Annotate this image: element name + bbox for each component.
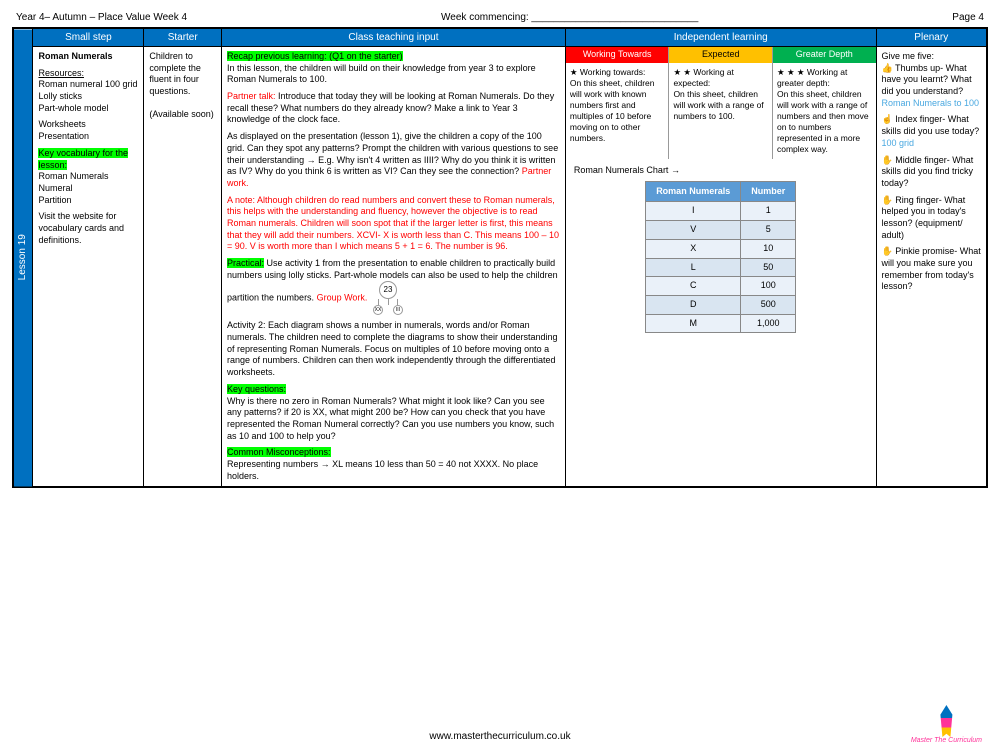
- table-row: M1,000: [646, 314, 796, 333]
- small-step-cell: Roman Numerals Resources:Roman numeral 1…: [33, 47, 144, 488]
- gd-body: ★ ★ ★ Working at greater depth: On this …: [773, 63, 876, 159]
- table-row: X10: [646, 239, 796, 258]
- roman-numerals-table: Roman NumeralsNumber I1 V5 X10 L50 C100 …: [645, 181, 796, 334]
- practical-heading: Practical:: [227, 258, 264, 268]
- resources-list-2: Worksheets Presentation: [38, 119, 138, 142]
- page-header: Year 4– Autumn – Place Value Week 4 Week…: [12, 10, 988, 25]
- lesson-table: Lesson 19 Small step Starter Class teach…: [12, 27, 988, 488]
- misconceptions-heading: Common Misconceptions:: [227, 447, 331, 457]
- independent-cell: Working Towards★ Working towards: On thi…: [565, 47, 876, 488]
- gd-header: Greater Depth: [773, 47, 876, 63]
- ex-body: ★ ★ Working at expected: On this sheet, …: [669, 63, 772, 126]
- key-questions-text: Why is there no zero in Roman Numerals? …: [227, 396, 554, 441]
- starter-cell: Children to complete the fluent in four …: [144, 47, 222, 488]
- col-plenary: Plenary: [876, 28, 987, 47]
- table-row: C100: [646, 277, 796, 296]
- brand-text: Master The Curriculum: [911, 737, 982, 744]
- misconceptions-text: Representing numbers → XL means 10 less …: [227, 459, 538, 481]
- para1-text: As displayed on the presentation (lesson…: [227, 131, 558, 176]
- group-work-label: Group Work.: [317, 293, 368, 303]
- note-text: A note: Although children do read number…: [227, 195, 560, 253]
- brand-logo: Master The Curriculum: [911, 705, 982, 744]
- topic-title: Roman Numerals: [38, 51, 112, 61]
- header-mid: Week commencing: _______________________…: [441, 12, 698, 23]
- activity2-text: Activity 2: Each diagram shows a number …: [227, 320, 560, 378]
- website-note: Visit the website for vocabulary cards a…: [38, 211, 138, 246]
- table-row: D500: [646, 295, 796, 314]
- header-right: Page 4: [952, 12, 984, 23]
- lesson-plan-page: Year 4– Autumn – Place Value Week 4 Week…: [0, 0, 1000, 498]
- feather-icon: [936, 705, 956, 737]
- thumbs-answer: Roman Numerals to 100: [882, 98, 980, 108]
- col-input: Class teaching input: [222, 28, 566, 47]
- plenary-cell: Give me five: 👍 Thumbs up- What have you…: [876, 47, 987, 488]
- recap-heading: Recap previous learning: (Q1 on the star…: [227, 51, 403, 61]
- wt-header: Working Towards: [566, 47, 669, 63]
- col-starter: Starter: [144, 28, 222, 47]
- index-finger: ☝ Index finger- What skills did you use …: [882, 114, 980, 136]
- input-cell: Recap previous learning: (Q1 on the star…: [222, 47, 566, 488]
- rn-th2: Number: [741, 181, 796, 202]
- index-answer: 100 grid: [882, 138, 915, 148]
- middle-finger: ✋ Middle finger- What skills did you fin…: [882, 155, 981, 190]
- table-row: L50: [646, 258, 796, 277]
- header-left: Year 4– Autumn – Place Value Week 4: [16, 12, 187, 23]
- key-vocab-heading: Key vocabulary for the lesson:: [38, 148, 128, 170]
- ring-finger: ✋ Ring finger- What helped you in today'…: [882, 195, 981, 242]
- wt-body: ★ Working towards: On this sheet, childr…: [566, 63, 669, 148]
- resources-list: Roman numeral 100 grid Lolly sticks Part…: [38, 79, 137, 112]
- lesson-number-tab: Lesson 19: [13, 28, 33, 487]
- col-small-step: Small step: [33, 28, 144, 47]
- resources-heading: Resources:: [38, 68, 84, 78]
- col-independent: Independent learning: [565, 28, 876, 47]
- ex-header: Expected: [669, 47, 772, 63]
- table-row: I1: [646, 202, 796, 221]
- thumbs-up: 👍 Thumbs up- What have you learnt? What …: [882, 63, 972, 96]
- plenary-intro: Give me five:: [882, 51, 981, 63]
- table-row: V5: [646, 221, 796, 240]
- chart-heading: Roman Numerals Chart →: [574, 165, 868, 177]
- partner-talk-text: Introduce that today they will be lookin…: [227, 91, 554, 124]
- part-whole-icon: 23XXIII: [373, 281, 403, 315]
- partner-talk-heading: Partner talk:: [227, 91, 276, 101]
- rn-th1: Roman Numerals: [646, 181, 741, 202]
- footer-url: www.masterthecurriculum.co.uk: [0, 731, 1000, 742]
- key-vocab-list: Roman Numerals Numeral Partition: [38, 171, 108, 204]
- pinkie: ✋ Pinkie promise- What will you make sur…: [882, 246, 981, 293]
- key-questions-heading: Key questions:: [227, 384, 286, 394]
- recap-text: In this lesson, the children will build …: [227, 63, 536, 85]
